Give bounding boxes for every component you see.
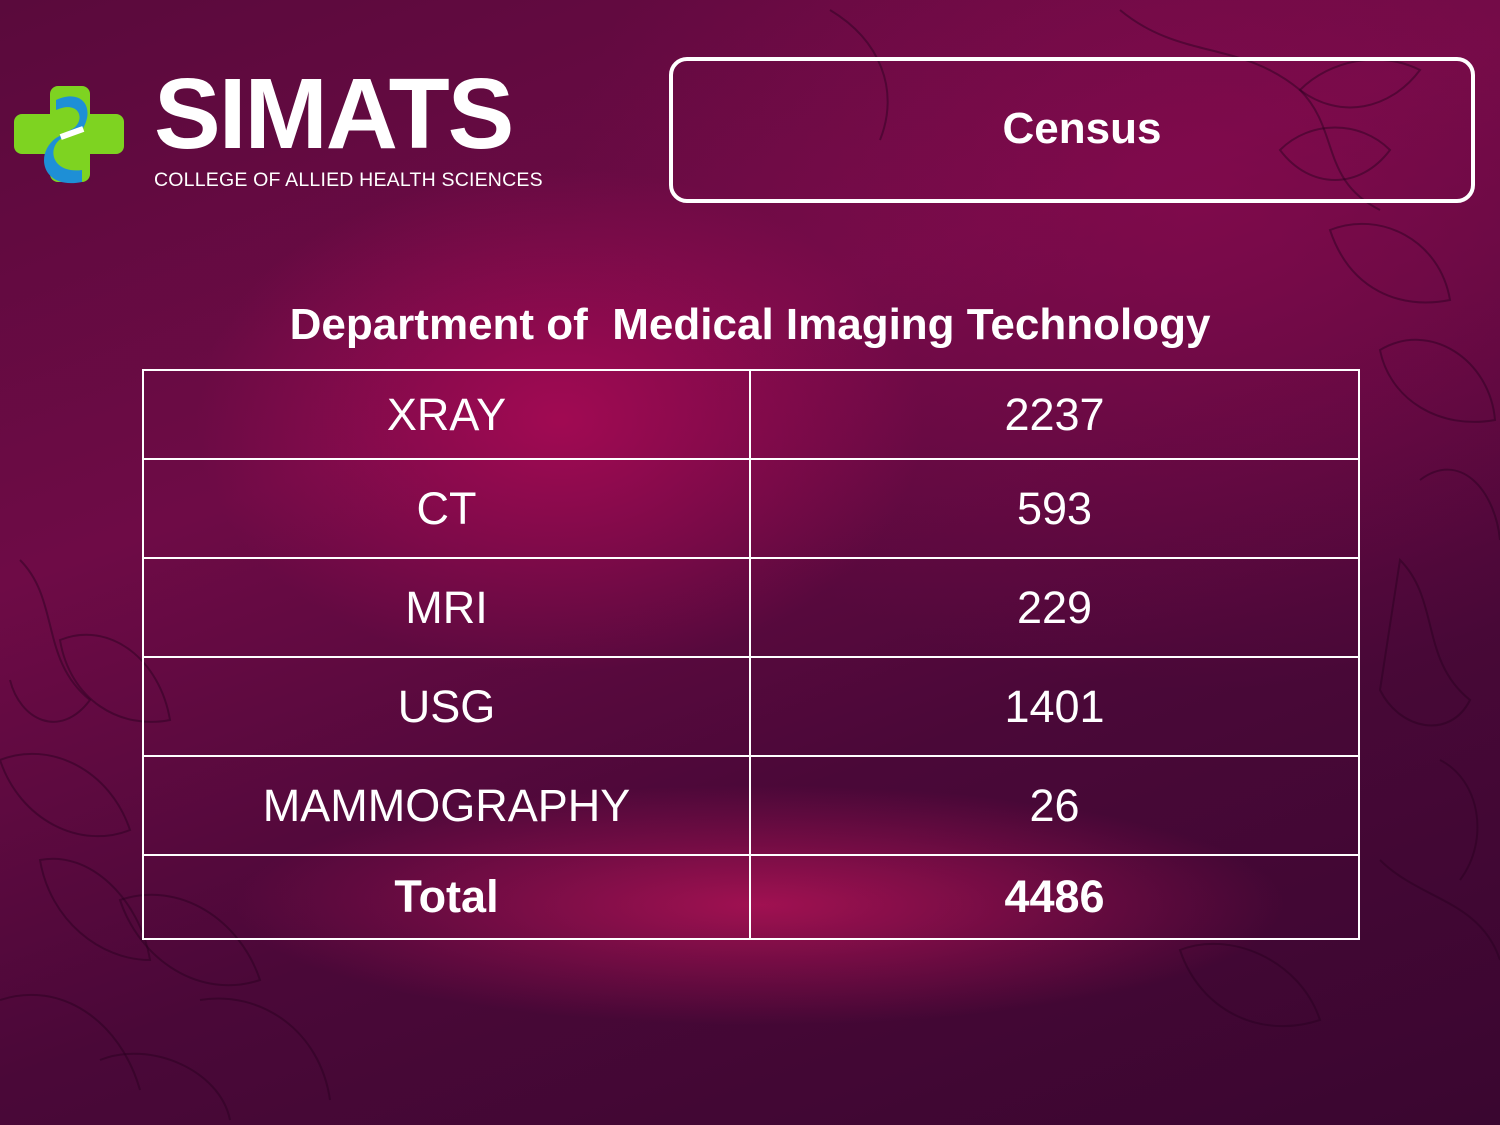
table-row: MRI 229 — [142, 557, 1360, 658]
cross-logo-icon — [14, 86, 124, 184]
table-cell-modality: XRAY — [142, 369, 751, 460]
logo-subtitle: COLLEGE OF ALLIED HEALTH SCIENCES — [154, 169, 543, 191]
table-total-label: Total — [142, 854, 751, 940]
table-total-row: Total 4486 — [142, 854, 1360, 940]
table-cell-modality: MRI — [142, 557, 751, 658]
table-row: MAMMOGRAPHY 26 — [142, 755, 1360, 856]
logo-wordmark: SIMATS — [154, 58, 514, 170]
table-row: XRAY 2237 — [142, 369, 1360, 460]
department-title: Department of Medical Imaging Technology — [289, 300, 1211, 349]
table-cell-count: 1401 — [749, 656, 1360, 757]
table-cell-modality: CT — [142, 458, 751, 559]
table-cell-modality: USG — [142, 656, 751, 757]
census-title-box: Census — [669, 57, 1475, 203]
table-row: CT 593 — [142, 458, 1360, 559]
table-row: USG 1401 — [142, 656, 1360, 757]
simats-logo: SIMATS COLLEGE OF ALLIED HEALTH SCIENCES — [12, 64, 543, 194]
table-cell-count: 26 — [749, 755, 1360, 856]
table-cell-count: 593 — [749, 458, 1360, 559]
page-title: Census — [1002, 104, 1162, 153]
table-cell-modality: MAMMOGRAPHY — [142, 755, 751, 856]
table-cell-count: 2237 — [749, 369, 1360, 460]
table-total-value: 4486 — [749, 854, 1360, 940]
table-cell-count: 229 — [749, 557, 1360, 658]
census-table: XRAY 2237 CT 593 MRI 229 USG 1401 MAMMOG… — [142, 369, 1360, 940]
